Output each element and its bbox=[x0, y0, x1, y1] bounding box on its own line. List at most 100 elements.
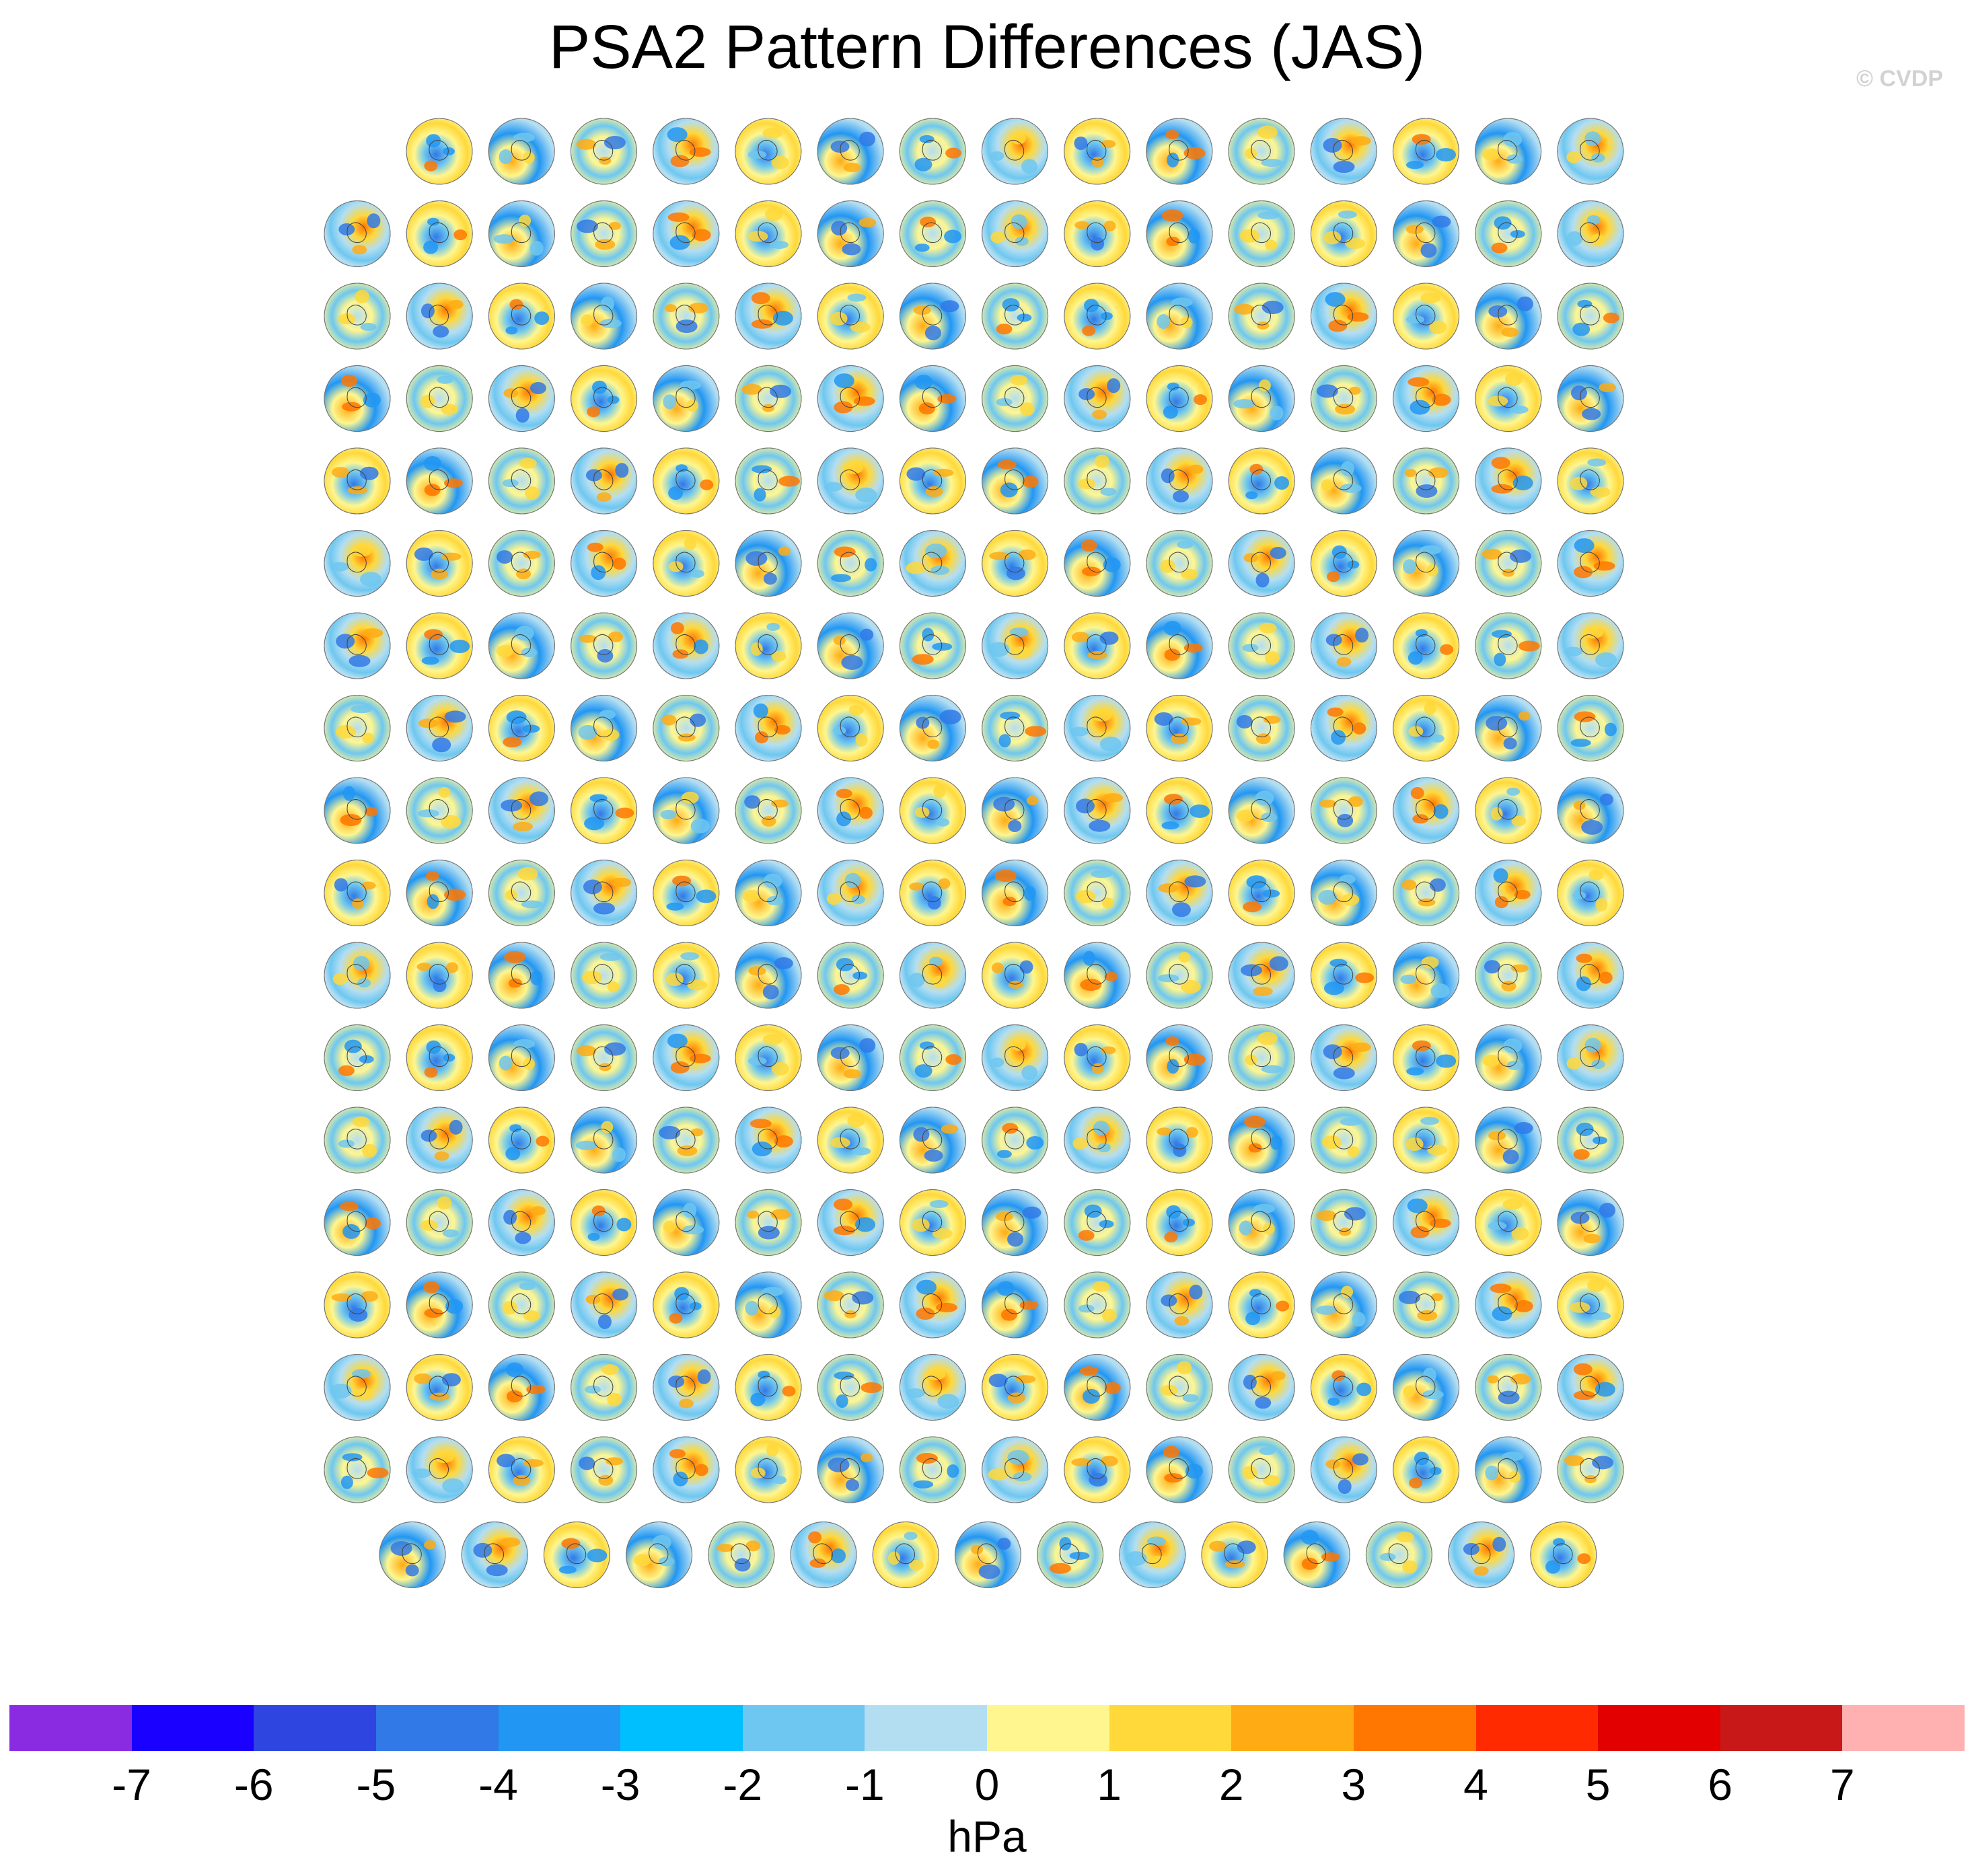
anomaly-blob bbox=[1166, 237, 1180, 246]
anomaly-blob bbox=[932, 975, 947, 988]
colorbar-tick-label: -4 bbox=[478, 1760, 518, 1809]
colorbar-swatch bbox=[987, 1705, 1109, 1751]
anomaly-blob bbox=[1492, 1536, 1506, 1552]
anomaly-blob bbox=[1491, 484, 1513, 494]
anomaly-blob bbox=[1501, 327, 1519, 337]
coastline bbox=[511, 716, 532, 738]
anomaly-blob bbox=[575, 1140, 597, 1150]
map-border bbox=[1557, 530, 1624, 597]
map-panel bbox=[653, 695, 720, 761]
map-panel bbox=[1201, 1522, 1268, 1588]
map-border bbox=[817, 777, 884, 844]
anomaly-blob bbox=[929, 1200, 949, 1208]
map-panel bbox=[1393, 942, 1460, 1009]
anomaly-blob bbox=[424, 1308, 443, 1318]
anomaly-blob bbox=[1274, 476, 1289, 490]
anomaly-blob bbox=[433, 1451, 454, 1464]
coastline bbox=[922, 634, 943, 655]
map-panel bbox=[899, 200, 966, 267]
map-panel bbox=[1064, 1354, 1131, 1421]
coastline bbox=[758, 552, 778, 573]
anomaly-blob bbox=[1514, 1300, 1533, 1312]
map-panel bbox=[899, 1436, 966, 1503]
anomaly-blob bbox=[836, 811, 852, 827]
map-panel bbox=[1310, 365, 1377, 432]
anomaly-blob bbox=[1408, 651, 1423, 665]
map-border bbox=[1475, 1024, 1542, 1091]
map-border bbox=[1557, 1189, 1624, 1256]
coastline bbox=[429, 222, 449, 243]
anomaly-blob bbox=[441, 1373, 461, 1387]
anomaly-blob bbox=[914, 375, 933, 390]
anomaly-blob bbox=[1492, 1306, 1512, 1322]
anomaly-blob bbox=[1181, 717, 1202, 726]
coastline bbox=[346, 716, 367, 738]
anomaly-blob bbox=[608, 221, 621, 230]
anomaly-blob bbox=[1420, 292, 1441, 303]
anomaly-blob bbox=[1430, 734, 1445, 743]
coastline bbox=[593, 222, 614, 243]
coastline bbox=[1169, 1129, 1189, 1150]
anomaly-blob bbox=[506, 710, 527, 724]
anomaly-blob bbox=[1407, 1198, 1428, 1213]
coastline bbox=[840, 799, 861, 820]
anomaly-blob bbox=[1265, 239, 1278, 251]
map-border bbox=[1146, 695, 1213, 761]
anomaly-blob bbox=[771, 1061, 789, 1076]
map-border bbox=[406, 283, 473, 350]
map-panel bbox=[1393, 1271, 1460, 1339]
anomaly-blob bbox=[1423, 1367, 1436, 1383]
anomaly-blob bbox=[1209, 1540, 1227, 1552]
coastline bbox=[593, 1376, 614, 1397]
anomaly-blob bbox=[425, 871, 439, 881]
coastline bbox=[1498, 881, 1518, 903]
anomaly-blob bbox=[945, 147, 962, 159]
coastline bbox=[840, 305, 861, 326]
anomaly-blob bbox=[607, 396, 620, 404]
anomaly-blob bbox=[352, 1369, 371, 1379]
anomaly-blob bbox=[929, 956, 943, 967]
map-border bbox=[1475, 1436, 1542, 1503]
colorbar-swatch bbox=[1353, 1705, 1476, 1751]
map-border bbox=[1310, 530, 1377, 597]
map-panel bbox=[324, 365, 391, 432]
coastline bbox=[1004, 1293, 1025, 1314]
anomaly-blob bbox=[612, 1147, 626, 1162]
map-panel bbox=[1393, 695, 1460, 761]
coastline bbox=[1169, 552, 1189, 573]
map-border bbox=[1310, 695, 1377, 761]
anomaly-blob bbox=[1103, 221, 1116, 231]
coastline bbox=[840, 716, 861, 738]
coastline bbox=[1087, 305, 1107, 326]
anomaly-blob bbox=[506, 1362, 524, 1378]
coastline bbox=[1087, 799, 1107, 820]
map-panel bbox=[982, 200, 1049, 267]
anomaly-blob bbox=[1604, 722, 1617, 737]
map-panel bbox=[1146, 1106, 1213, 1174]
coastline bbox=[840, 1211, 861, 1232]
map-border bbox=[735, 1436, 802, 1503]
map-border bbox=[1310, 777, 1377, 844]
anomaly-blob bbox=[1351, 1042, 1371, 1052]
map-border bbox=[899, 200, 966, 267]
anomaly-blob bbox=[1401, 879, 1417, 891]
anomaly-blob bbox=[672, 649, 689, 659]
map-panel bbox=[571, 942, 638, 1009]
map-border bbox=[1064, 283, 1131, 350]
colorbar-swatch bbox=[1475, 1705, 1599, 1751]
map-border bbox=[1393, 1271, 1460, 1339]
map-border bbox=[1310, 1189, 1377, 1256]
map-panel bbox=[653, 777, 720, 844]
anomaly-blob bbox=[909, 883, 924, 891]
anomaly-blob bbox=[853, 396, 875, 406]
coastline bbox=[1087, 1376, 1107, 1397]
anomaly-blob bbox=[1091, 709, 1112, 722]
map-panel bbox=[735, 1436, 802, 1503]
coastline bbox=[1251, 470, 1272, 490]
map-panel bbox=[735, 447, 802, 515]
anomaly-blob bbox=[1584, 1475, 1597, 1483]
anomaly-blob bbox=[689, 1053, 711, 1063]
map-panel bbox=[1064, 1271, 1131, 1339]
map-border bbox=[1557, 118, 1624, 185]
coastline bbox=[593, 305, 614, 326]
